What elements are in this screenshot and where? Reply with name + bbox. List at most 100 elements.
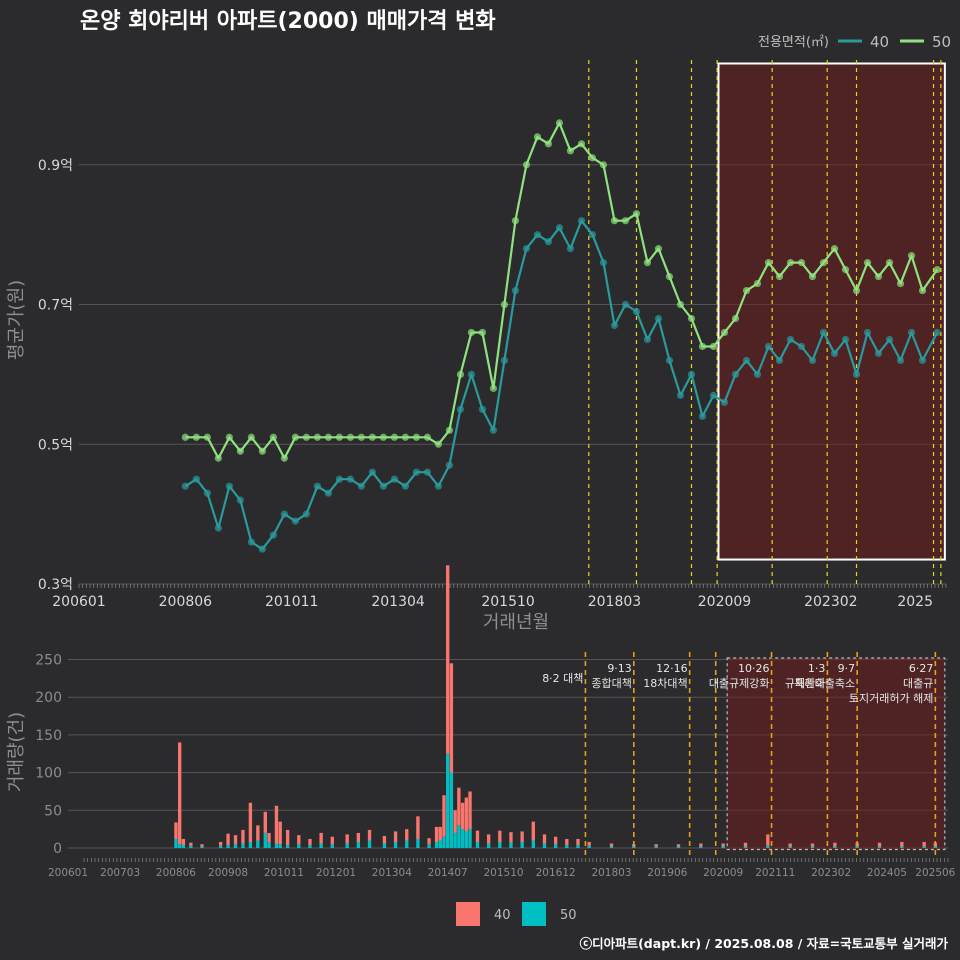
- volume-bar-40: [676, 844, 681, 847]
- volume-bar-50: [475, 841, 480, 848]
- volume-bar-50: [174, 838, 178, 848]
- volume-x-tick-label: 202111: [755, 867, 795, 879]
- volume-bar-50: [632, 846, 636, 848]
- volume-bar-40: [810, 843, 815, 847]
- volume-policy-label: 6·27: [909, 662, 934, 675]
- volume-bar-40: [330, 836, 334, 845]
- volume-x-tick-label: 200806: [156, 867, 196, 879]
- bottom-legend-swatch-40: [456, 902, 480, 926]
- volume-bar-50: [743, 846, 748, 848]
- volume-bar-40: [382, 835, 387, 844]
- volume-bar-50: [416, 838, 420, 848]
- volume-x-tick-label: 200601: [48, 867, 88, 879]
- volume-bar-40: [486, 834, 491, 844]
- volume-y-tick-label: 150: [35, 728, 62, 744]
- volume-bar-50: [442, 836, 446, 848]
- volume-bar-50: [922, 846, 926, 848]
- volume-bar-40: [278, 821, 282, 845]
- volume-bar-40: [226, 833, 230, 845]
- volume-bar-50: [267, 841, 271, 848]
- volume-bar-50: [460, 829, 465, 848]
- volume-policy-label: 9·13: [607, 662, 632, 675]
- volume-policy-label: 18차대책: [643, 677, 687, 690]
- volume-bar-40: [446, 565, 450, 754]
- volume-bar-40: [922, 841, 926, 847]
- volume-bar-40: [393, 831, 398, 842]
- volume-bar-50: [509, 842, 513, 848]
- volume-bar-40: [367, 829, 372, 841]
- volume-chart-policy-lines: 8·2 대책 9·13 종합대책 12·16 18차대책 10·26 대출규제강화 1·3 규제…: [542, 652, 937, 856]
- volume-x-tick-label: 201906: [647, 867, 687, 879]
- volume-bar-40: [565, 838, 569, 845]
- volume-bar-50: [382, 843, 387, 848]
- volume-bar-40: [587, 841, 591, 846]
- volume-bar-40: [453, 810, 457, 833]
- price-x-tick-label: 201803: [588, 594, 641, 610]
- price-x-tick-label: 201011: [265, 594, 318, 610]
- volume-bar-40: [520, 831, 524, 842]
- volume-bar-50: [241, 843, 245, 848]
- volume-bar-40: [267, 832, 271, 842]
- volume-y-tick-label: 0: [53, 841, 62, 857]
- volume-bar-50: [189, 845, 193, 848]
- volume-bar-50: [446, 753, 450, 848]
- volume-chart-bars: [174, 565, 938, 848]
- price-highlight-rect: [717, 62, 946, 561]
- bottom-legend: 40 50: [456, 902, 577, 926]
- price-y-tick-label: 0.7억: [38, 298, 73, 314]
- volume-bar-40: [442, 795, 446, 837]
- bottom-legend-label-50: 50: [560, 908, 577, 923]
- volume-x-tick-label: 200703: [100, 867, 140, 879]
- price-x-tick-label: 201304: [371, 594, 425, 610]
- volume-bar-40: [263, 811, 267, 833]
- volume-bar-40: [460, 802, 465, 830]
- volume-bar-50: [297, 844, 301, 848]
- volume-bar-50: [766, 845, 770, 848]
- volume-bar-40: [743, 842, 748, 847]
- volume-bar-40: [427, 838, 431, 845]
- volume-bar-50: [178, 844, 182, 848]
- volume-bar-50: [855, 846, 859, 848]
- volume-bar-50: [464, 831, 468, 848]
- volume-bar-50: [699, 846, 703, 848]
- volume-bar-50: [200, 846, 204, 848]
- volume-bar-40: [189, 842, 193, 846]
- volume-bar-40: [509, 832, 513, 843]
- volume-x-tick-label: 202405: [867, 867, 907, 879]
- legend-label-50: 50: [932, 33, 951, 51]
- volume-chart-axes: 200601 200703 200806 200908 201011 201201 2013…: [48, 858, 956, 879]
- volume-x-tick-label: 201201: [316, 867, 356, 879]
- volume-x-tick-label: 201510: [483, 867, 523, 879]
- volume-bar-50: [434, 841, 439, 848]
- volume-bar-40: [464, 797, 468, 832]
- volume-bar-50: [565, 844, 569, 848]
- volume-bar-50: [833, 846, 837, 848]
- volume-bar-40: [345, 834, 349, 844]
- volume-bar-40: [285, 829, 290, 845]
- volume-bar-50: [393, 841, 398, 848]
- volume-bar-50: [933, 846, 938, 848]
- price-y-tick-label: 0.3억: [38, 577, 73, 593]
- legend-label-40: 40: [870, 33, 889, 51]
- volume-bar-40: [531, 821, 535, 841]
- price-y-axis-title: 평균가(원): [6, 280, 27, 360]
- volume-bar-50: [226, 844, 230, 848]
- volume-bar-50: [453, 832, 457, 848]
- volume-bar-40: [542, 834, 547, 844]
- volume-bar-50: [542, 843, 547, 848]
- volume-bar-40: [457, 787, 461, 826]
- volume-bar-40: [297, 835, 301, 845]
- volume-bar-40: [900, 841, 904, 847]
- volume-bar-50: [498, 841, 502, 848]
- volume-policy-label: 종합대책: [591, 677, 631, 690]
- volume-x-tick-label: 202302: [811, 867, 851, 879]
- volume-bar-40: [405, 829, 409, 841]
- volume-policy-label: 특례대출축소: [794, 677, 855, 690]
- volume-bar-50: [449, 772, 454, 848]
- volume-bar-40: [256, 825, 260, 841]
- volume-bar-40: [241, 829, 245, 844]
- chart-title: 온양 회야리버 아파트(2000) 매매가격 변화: [80, 9, 496, 34]
- volume-bar-50: [438, 840, 442, 848]
- volume-policy-label: 12·16: [656, 662, 688, 675]
